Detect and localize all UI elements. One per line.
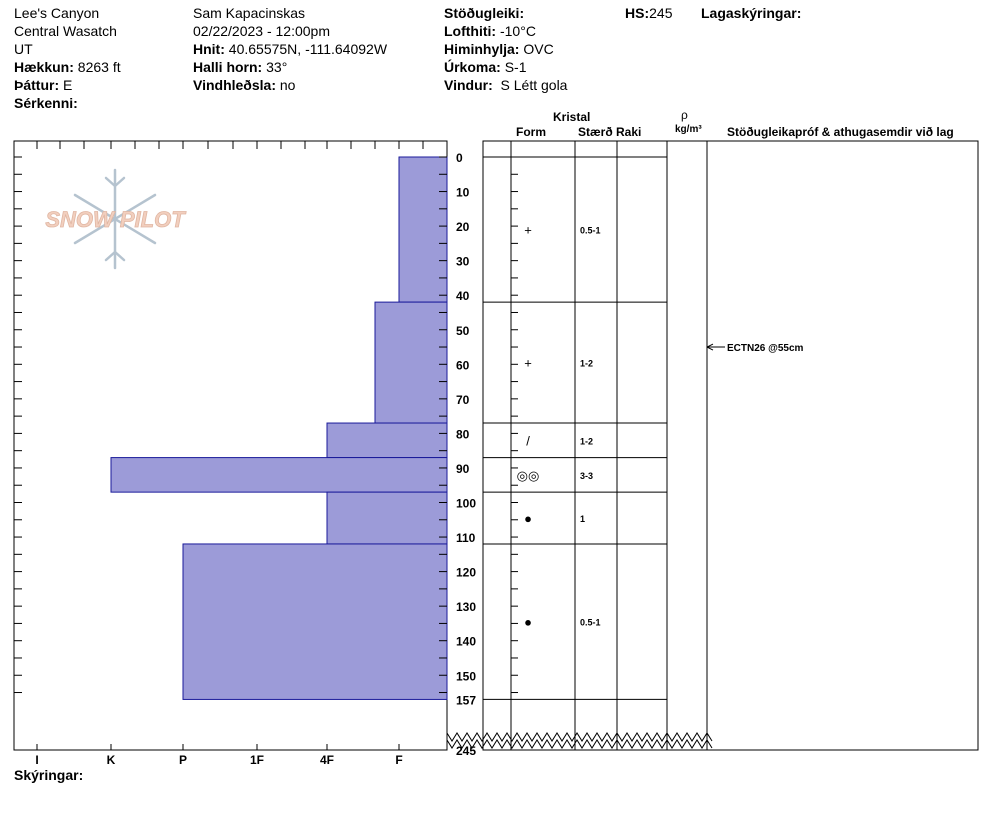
hardness-tick-label: 1F (250, 753, 264, 767)
grain-form-symbol: ◎◎ (517, 468, 540, 483)
hs-value: 245 (649, 5, 673, 21)
hardness-tick-label: 4F (320, 753, 334, 767)
hardness-bar (110, 457, 448, 493)
wind-loading-value: no (279, 77, 296, 93)
location-line-1: Lee's Canyon (14, 5, 100, 21)
grain-size: 3-3 (580, 471, 593, 481)
hardness-tick-label: P (179, 753, 187, 767)
size-header: Stærð (578, 125, 613, 139)
grain-form-symbol: + (524, 223, 532, 238)
grain-form-symbol: ● (524, 615, 532, 630)
sky-value: OVC (523, 41, 554, 57)
crystal-header: Kristal (553, 110, 591, 124)
table-frame (482, 140, 979, 751)
hardness-bar (326, 422, 448, 459)
depth-label: 120 (456, 566, 476, 580)
wind: Vindur: S Létt gola (444, 76, 567, 94)
location-line-3: UT (14, 41, 33, 57)
grain-form-symbol: + (524, 356, 532, 371)
aspect-value: E (63, 77, 73, 93)
hs-label: HS: (625, 5, 650, 21)
depth-label: 50 (456, 324, 470, 338)
hardness-tick-label: F (395, 753, 402, 767)
hardness-tick-label: I (35, 753, 38, 767)
precip-label: Úrkoma: (444, 59, 501, 75)
hardness-tick-label: K (107, 753, 116, 767)
observer: Sam Kapacinskas (193, 5, 306, 21)
depth-label: 130 (456, 600, 476, 614)
slope-value: 33° (266, 59, 288, 75)
depth-label: 157 (456, 693, 476, 707)
features-label: Sérkenni: (14, 95, 78, 111)
hardness-bar (182, 543, 448, 700)
grain-size: 0.5-1 (580, 618, 601, 628)
test-arrow-head (706, 343, 714, 351)
depth-label: 140 (456, 635, 476, 649)
grain-size: 1-2 (580, 359, 593, 369)
wind-value: S Létt gola (500, 77, 568, 93)
grain-form-symbol: / (526, 433, 530, 448)
coords-label: Hnit: (193, 41, 225, 57)
elevation: Hækkun: 8263 ft (14, 58, 121, 76)
location-line-2: Central Wasatch (14, 23, 117, 39)
density-unit-header: kg/m³ (675, 124, 702, 135)
wind-label: Vindur: (444, 77, 493, 93)
footer-label: Skýringar: (14, 767, 84, 783)
aspect-label: Þáttur: (14, 77, 60, 93)
hardness-bar (326, 491, 448, 545)
rho-header: ρ (681, 108, 688, 122)
coords-value: 40.65575N, -111.64092W (228, 41, 388, 57)
grain-form-symbol: ● (524, 511, 532, 526)
depth-break-bottom (446, 739, 713, 749)
moisture-header: Raki (616, 125, 642, 139)
depth-label: 0 (456, 151, 463, 165)
logo-text: SNOW PILOT (45, 207, 186, 232)
wind-loading: Vindhleðsla: no (193, 76, 295, 94)
depth-label: 60 (456, 358, 470, 372)
snowpilot-logo: SNOW PILOT (45, 168, 187, 270)
sky: Himinhylja: OVC (444, 40, 554, 58)
depth-label: 70 (456, 393, 470, 407)
depth-label: 110 (456, 531, 476, 545)
layer-notes-label: Lagaskýringar: (701, 5, 802, 21)
tests-header: Stöðugleikapróf & athugasemdir við lag (727, 125, 954, 139)
grain-size: 0.5-1 (580, 226, 601, 236)
stability-label: Stöðugleiki: (444, 5, 525, 21)
depth-label: 100 (456, 497, 476, 511)
air-temp-value: -10°C (499, 23, 536, 39)
depth-label: 40 (456, 289, 470, 303)
precip: Úrkoma: S-1 (444, 58, 526, 76)
air-temp-label: Lofthiti: (444, 23, 497, 39)
depth-break-top (446, 732, 713, 742)
grain-size: 1-2 (580, 436, 593, 446)
depth-label: 150 (456, 669, 476, 683)
depth-label: 80 (456, 427, 470, 441)
depth-label: 20 (456, 220, 470, 234)
depth-label: 10 (456, 186, 470, 200)
slope: Halli horn: 33° (193, 58, 287, 76)
sky-label: Himinhylja: (444, 41, 520, 57)
elevation-label: Hækkun: (14, 59, 74, 75)
hardness-bar (398, 156, 448, 303)
depth-label: 30 (456, 255, 470, 269)
depth-label: 90 (456, 462, 470, 476)
air-temp: Lofthiti: -10°C (444, 22, 536, 40)
hs: HS:245 (625, 4, 672, 22)
slope-label: Halli horn: (193, 59, 263, 75)
hardness-bar (374, 301, 448, 424)
datetime: 02/22/2023 - 12:00pm (193, 23, 330, 39)
precip-value: S-1 (504, 59, 527, 75)
elevation-value: 8263 ft (77, 59, 121, 75)
wind-loading-label: Vindhleðsla: (193, 77, 276, 93)
aspect: Þáttur: E (14, 76, 72, 94)
test-annotation: ECTN26 @55cm (727, 343, 804, 354)
form-header: Form (516, 125, 546, 139)
grain-size: 1 (580, 514, 585, 524)
coords: Hnit: 40.65575N, -111.64092W (193, 40, 387, 58)
